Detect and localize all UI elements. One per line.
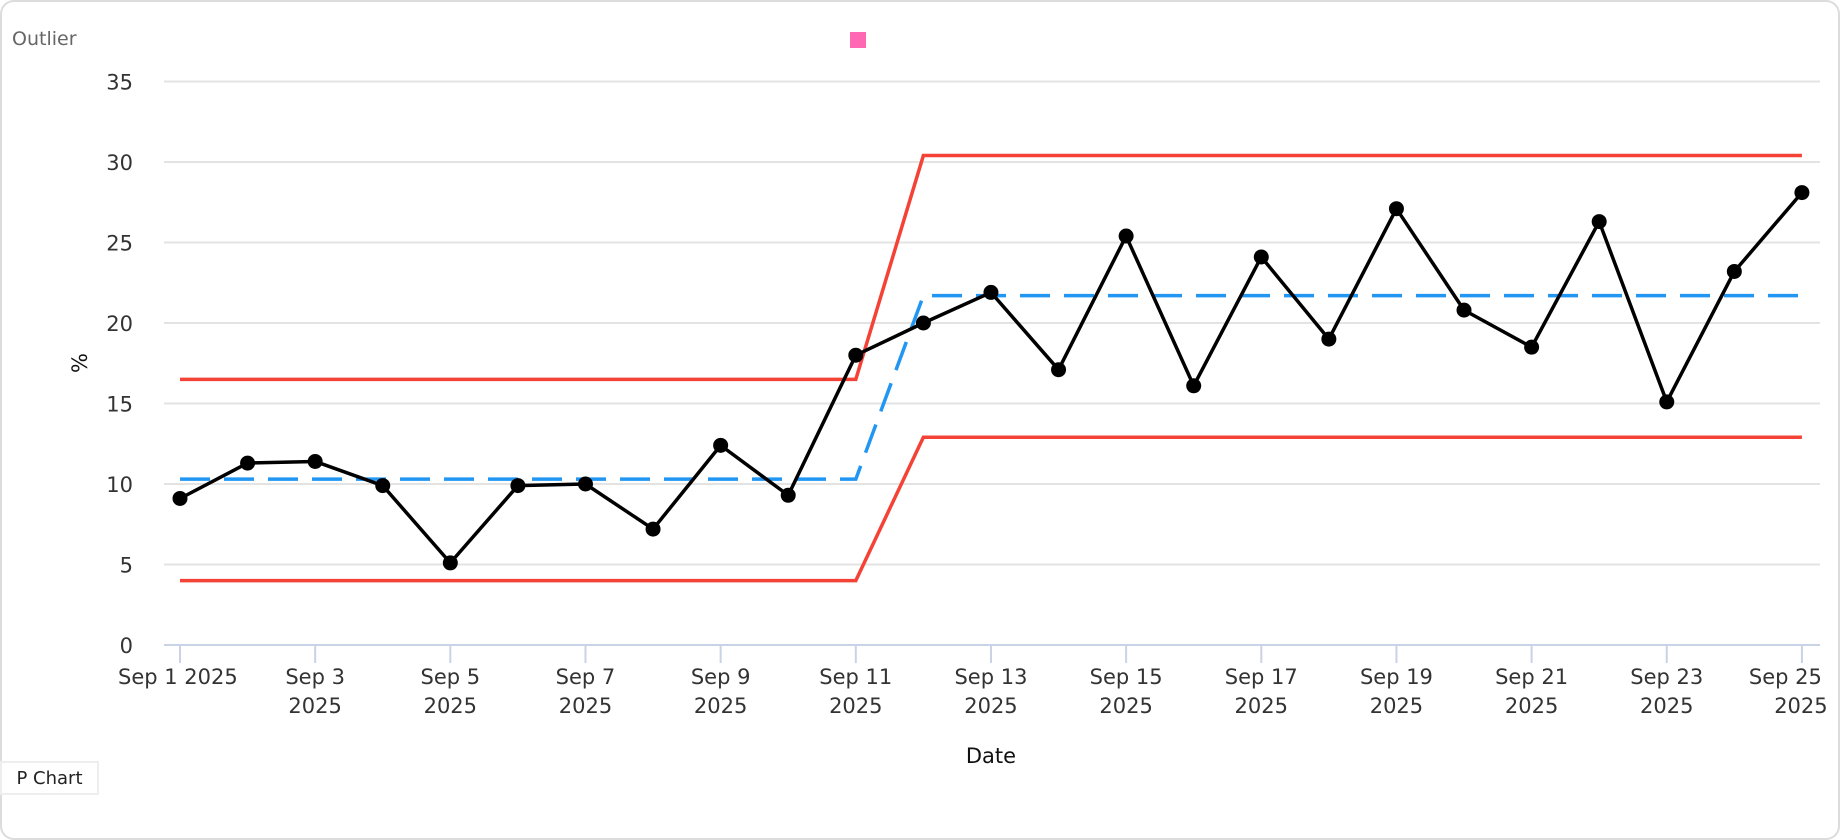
y-tick-label: 5 [120,554,133,578]
x-tick-label: Sep 15 [1090,665,1163,689]
x-tick-label-year: 2025 [694,694,747,718]
ucl-line [180,153,1802,382]
data-point[interactable] [1321,331,1337,347]
x-tick-label-year: 2025 [1774,694,1827,718]
data-point[interactable] [1659,394,1675,410]
x-axis-title: Date [966,744,1016,768]
data-point[interactable] [1253,249,1269,265]
x-tick-label-year: 2025 [1235,694,1288,718]
outlier-marker-icon [850,32,866,48]
data-point[interactable] [442,555,458,571]
data-point[interactable] [983,284,999,300]
data-point[interactable] [172,490,188,506]
data-point[interactable] [1524,339,1540,355]
data-point[interactable] [1118,228,1134,244]
control-limits [180,153,1802,583]
data-point[interactable] [915,315,931,331]
data-point[interactable] [577,476,593,492]
data-point[interactable] [1456,302,1472,318]
x-tick-label-year: 2025 [964,694,1017,718]
data-point[interactable] [1051,362,1067,378]
gridlines [164,80,1820,566]
x-tick-label: Sep 21 [1495,665,1568,689]
x-tick-label-year: 2025 [559,694,612,718]
x-tick-label: Sep 1 2025 [118,665,238,689]
data-point[interactable] [645,521,661,537]
p-chart-tab-button[interactable]: P Chart [0,761,99,795]
data-point[interactable] [1186,378,1202,394]
y-axis-ticks: 0 5 10 15 20 25 30 35 [106,71,133,659]
y-tick-label: 20 [106,312,133,336]
x-tick-label: Sep 23 [1630,665,1703,689]
data-point[interactable] [375,478,391,494]
x-tick-label-year: 2025 [1505,694,1558,718]
y-tick-label: 35 [106,71,133,95]
data-point[interactable] [1591,214,1607,230]
y-tick-label: 15 [106,393,133,417]
x-tick-label: Sep 11 [819,665,892,689]
x-tick-label: Sep 7 [556,665,616,689]
data-series [172,185,1810,571]
x-tick-label: Sep 19 [1360,665,1433,689]
x-tick-label: Sep 17 [1225,665,1298,689]
x-tick-label-year: 2025 [1640,694,1693,718]
data-point[interactable] [1388,201,1404,217]
legend-outlier-label: Outlier [12,28,77,50]
data-point[interactable] [510,478,526,494]
data-point[interactable] [848,347,864,363]
data-point[interactable] [1726,263,1742,279]
x-tick-label-year: 2025 [829,694,882,718]
data-point[interactable] [240,455,256,471]
x-tick-label-year: 2025 [1370,694,1423,718]
x-tick-label: Sep 25 [1749,665,1822,689]
y-tick-label: 25 [106,232,133,256]
x-tick-label: Sep 3 [285,665,345,689]
x-tick-label-year: 2025 [424,694,477,718]
x-tick-label: Sep 13 [954,665,1027,689]
x-tick-label-year: 2025 [1099,694,1152,718]
data-point[interactable] [307,453,323,469]
data-point[interactable] [713,437,729,453]
y-axis-title: % [68,353,92,373]
x-tick-label: Sep 9 [691,665,751,689]
y-tick-label: 0 [120,634,133,658]
data-point[interactable] [780,487,796,503]
y-tick-label: 30 [106,151,133,175]
x-tick-label-year: 2025 [288,694,341,718]
x-axis: Sep 1 2025 Sep 3 2025 Sep 5 2025 Sep 7 2025 Sep… [118,644,1828,718]
x-tick-label: Sep 5 [421,665,481,689]
y-tick-label: 10 [106,473,133,497]
lcl-line [180,435,1802,583]
data-point[interactable] [1794,185,1810,201]
